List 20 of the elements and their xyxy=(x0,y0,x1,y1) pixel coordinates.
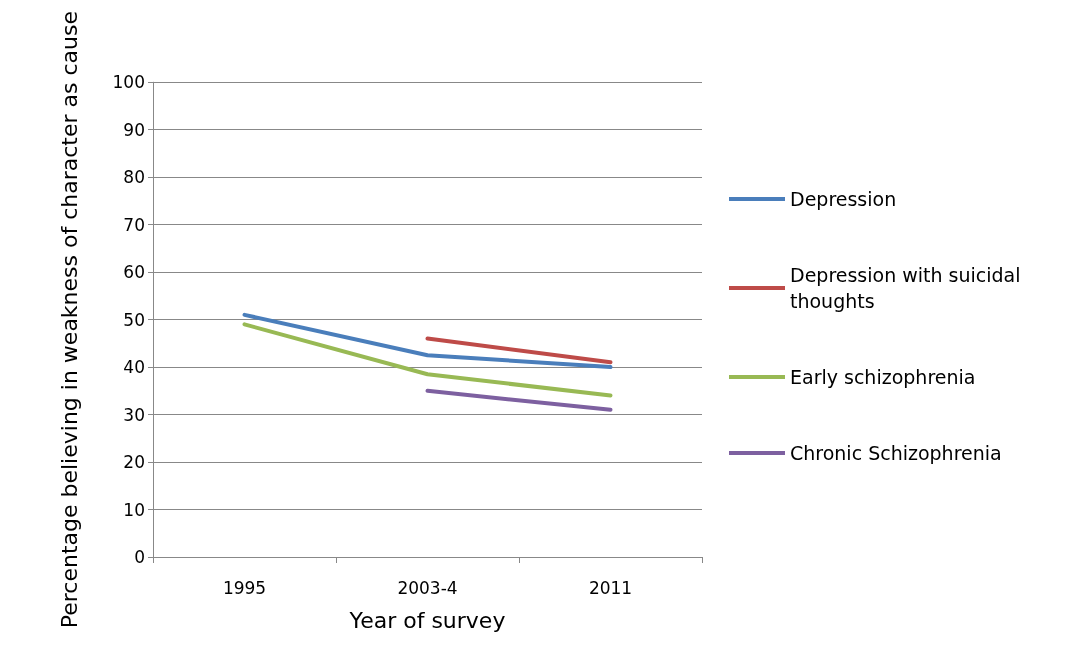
legend-label: Early schizophrenia xyxy=(790,366,976,388)
y-tick-label: 70 xyxy=(123,214,145,235)
y-tick-label: 30 xyxy=(123,404,145,425)
y-tick-label: 50 xyxy=(123,309,145,330)
x-axis-title: Year of survey xyxy=(348,607,506,633)
y-tick-label: 80 xyxy=(123,167,145,188)
y-tick-label: 10 xyxy=(123,499,145,520)
legend-label: Chronic Schizophrenia xyxy=(790,442,1002,464)
y-tick-label: 60 xyxy=(123,262,145,283)
y-tick-label: 100 xyxy=(112,72,145,93)
y-axis-title: Percentage believing in weakness of character as cause xyxy=(56,10,82,629)
y-tick-label: 20 xyxy=(123,452,145,473)
y-tick-label: 90 xyxy=(123,119,145,140)
y-tick-label: 40 xyxy=(123,357,145,378)
legend-label: Depression with suicidal thoughts xyxy=(790,264,1027,312)
y-tick-label: 0 xyxy=(134,547,145,567)
x-tick-label: 1995 xyxy=(222,577,267,598)
legend-label: Depression xyxy=(790,188,897,210)
x-tick-label: 2003-4 xyxy=(397,577,458,598)
x-tick-label: 2011 xyxy=(588,577,633,598)
